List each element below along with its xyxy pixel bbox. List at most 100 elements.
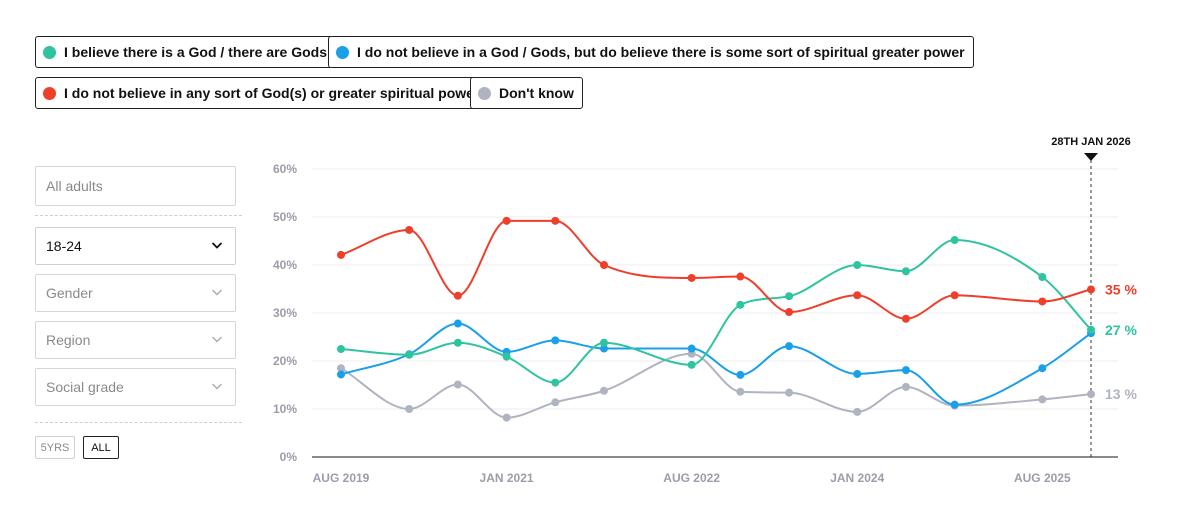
region-select[interactable]: Region <box>35 321 236 359</box>
data-point <box>785 388 794 397</box>
data-point <box>950 291 959 300</box>
series-1 <box>337 319 1095 409</box>
data-point <box>1087 285 1095 294</box>
chevron-down-icon <box>212 336 222 343</box>
data-point <box>1038 273 1047 281</box>
series-line <box>340 219 1092 320</box>
chevron-down-icon <box>212 383 222 390</box>
data-point <box>337 364 345 373</box>
legend-label: Don't know <box>499 85 574 101</box>
region-placeholder: Region <box>46 332 91 348</box>
chevron-down-icon <box>212 289 222 296</box>
x-tick-label: AUG 2025 <box>1014 471 1071 485</box>
data-point <box>337 370 345 379</box>
data-point <box>687 273 696 282</box>
marker-triangle-icon <box>1084 153 1098 161</box>
age-value: 18-24 <box>46 238 82 254</box>
x-tick-label: JAN 2024 <box>830 471 884 485</box>
audience-input[interactable]: All adults <box>35 166 236 206</box>
social-grade-placeholder: Social grade <box>46 379 124 395</box>
y-tick-label: 40% <box>273 258 297 272</box>
legend-item-spiritual-power[interactable]: I do not believe in a God / Gods, but do… <box>328 36 974 68</box>
data-point <box>453 291 462 300</box>
gender-placeholder: Gender <box>46 285 93 301</box>
data-point <box>599 338 608 347</box>
data-point <box>853 291 862 300</box>
age-select[interactable]: 18-24 <box>35 227 236 265</box>
data-point <box>785 308 794 317</box>
data-point <box>599 386 608 395</box>
data-point <box>785 292 794 301</box>
data-point <box>337 345 345 353</box>
data-point <box>551 336 560 345</box>
data-point <box>502 413 511 422</box>
data-point <box>405 350 414 359</box>
data-point <box>337 250 345 259</box>
y-tick-label: 60% <box>273 162 297 176</box>
series-2 <box>337 216 1095 323</box>
data-point <box>785 342 794 351</box>
legend-item-dont-know[interactable]: Don't know <box>470 77 583 109</box>
filter-divider <box>35 215 242 216</box>
data-point <box>1087 390 1095 399</box>
x-tick-label: JAN 2021 <box>480 471 534 485</box>
data-point <box>551 216 560 225</box>
chart-gridlines <box>312 168 1118 458</box>
end-value-label: 35 % <box>1105 281 1137 297</box>
data-point <box>405 405 414 413</box>
range-all-button[interactable]: ALL <box>83 436 119 459</box>
audience-placeholder: All adults <box>46 178 103 194</box>
x-tick-label: AUG 2019 <box>313 471 370 485</box>
data-point <box>736 370 745 379</box>
legend-item-no-belief[interactable]: I do not believe in any sort of God(s) o… <box>35 77 489 109</box>
data-point <box>853 369 862 378</box>
data-point <box>736 387 745 396</box>
data-point <box>1038 297 1047 306</box>
series-0 <box>337 236 1095 387</box>
legend-dot-grey <box>478 86 491 100</box>
legend-label: I do not believe in a God / Gods, but do… <box>357 44 965 60</box>
data-point <box>453 338 462 347</box>
legend-dot-green <box>43 45 56 59</box>
data-point <box>599 261 608 269</box>
data-point <box>901 314 910 323</box>
data-point <box>950 400 959 409</box>
data-point <box>551 398 560 407</box>
range-5yrs-button[interactable]: 5YRS <box>35 436 75 459</box>
data-point <box>687 344 696 353</box>
chevron-down-icon <box>211 242 223 249</box>
y-tick-label: 30% <box>273 306 297 320</box>
legend-item-believe-god[interactable]: I believe there is a God / there are God… <box>35 36 336 68</box>
data-point <box>901 366 910 375</box>
data-point <box>453 380 462 389</box>
x-tick-label: AUG 2022 <box>663 471 720 485</box>
filter-divider <box>35 422 242 423</box>
y-axis-ticks: 0% 10% 20% 30% 40% 50% 60% <box>273 162 297 464</box>
data-point <box>687 360 696 369</box>
data-point <box>736 272 745 281</box>
legend-dot-red <box>43 86 56 100</box>
date-marker: 28TH JAN 2026 <box>1051 136 1131 457</box>
data-point <box>502 216 511 225</box>
data-point <box>453 319 462 328</box>
legend-label: I believe there is a God / there are God… <box>64 44 327 60</box>
data-point <box>502 352 511 361</box>
end-value-label: 27 % <box>1105 322 1137 338</box>
legend-label: I do not believe in any sort of God(s) o… <box>64 85 480 101</box>
y-tick-label: 20% <box>273 354 297 368</box>
y-tick-label: 10% <box>273 402 297 416</box>
y-tick-label: 50% <box>273 210 297 224</box>
data-point <box>551 378 560 387</box>
data-point <box>853 407 862 416</box>
data-point <box>950 236 959 245</box>
data-point <box>405 225 414 234</box>
gender-select[interactable]: Gender <box>35 274 236 312</box>
legend-dot-blue <box>336 45 349 59</box>
data-point <box>599 344 608 353</box>
social-grade-select[interactable]: Social grade <box>35 368 236 406</box>
data-point <box>1087 325 1095 334</box>
data-point <box>736 300 745 309</box>
data-point <box>901 382 910 391</box>
end-value-label: 13 % <box>1105 386 1137 402</box>
